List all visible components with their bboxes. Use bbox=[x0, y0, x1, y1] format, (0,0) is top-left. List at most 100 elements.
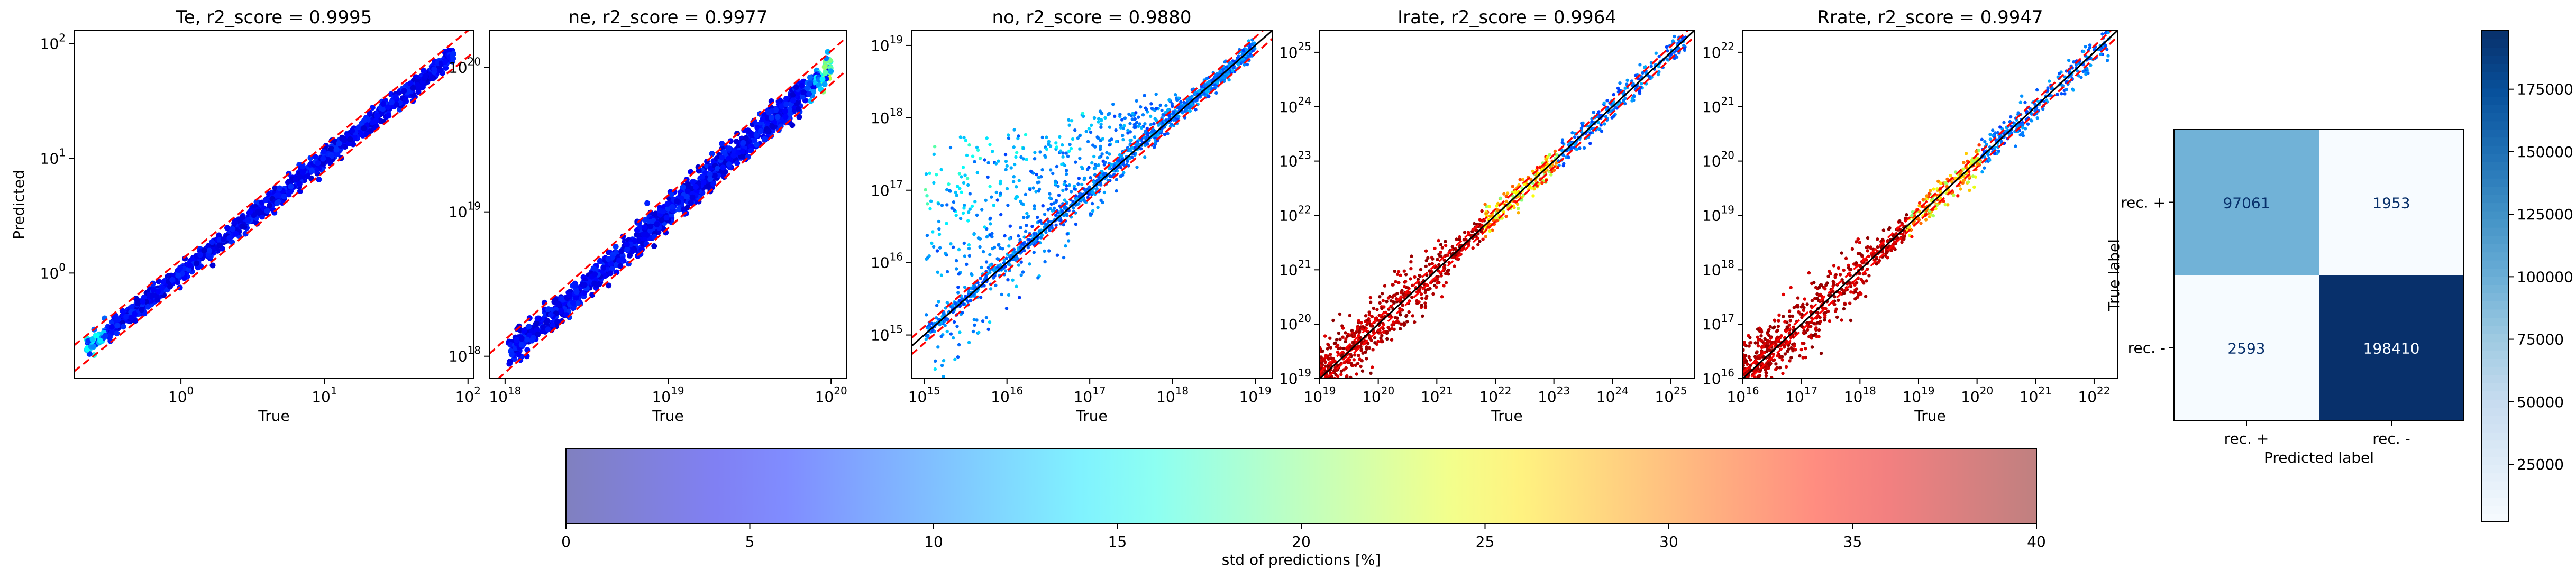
data-point bbox=[967, 243, 971, 246]
data-point bbox=[1333, 366, 1337, 369]
x-tick-label: 1017 bbox=[1074, 384, 1106, 406]
data-point bbox=[1099, 126, 1102, 129]
data-point bbox=[316, 177, 322, 182]
data-point bbox=[1135, 99, 1138, 103]
data-point bbox=[1097, 120, 1100, 123]
data-point bbox=[991, 150, 994, 153]
y-tick-label: 1019 bbox=[1279, 366, 1311, 388]
tick-base: 10 bbox=[1279, 207, 1298, 224]
data-point bbox=[705, 184, 710, 190]
x-axis-label: True bbox=[652, 407, 683, 425]
data-point bbox=[973, 200, 976, 203]
x-tick-label: 1020 bbox=[1362, 384, 1394, 406]
data-point bbox=[1089, 212, 1092, 215]
data-point bbox=[1481, 238, 1484, 241]
data-point bbox=[1055, 199, 1058, 202]
data-point bbox=[973, 160, 976, 163]
data-point bbox=[1400, 291, 1403, 294]
data-point bbox=[1109, 174, 1112, 178]
data-point bbox=[1015, 151, 1018, 154]
data-point bbox=[558, 296, 564, 301]
data-point bbox=[1396, 273, 1399, 276]
panel-title: no, r2_score = 0.9880 bbox=[992, 7, 1191, 28]
tick-exponent: 0 bbox=[187, 384, 194, 397]
data-point bbox=[928, 254, 931, 258]
data-point bbox=[1028, 188, 1031, 191]
data-point bbox=[1146, 132, 1149, 135]
data-point bbox=[806, 91, 812, 97]
data-point bbox=[1413, 275, 1416, 279]
data-point bbox=[670, 204, 675, 210]
tick-exponent: 20 bbox=[1298, 312, 1311, 325]
data-point bbox=[1070, 190, 1073, 193]
data-point bbox=[1650, 65, 1653, 68]
data-point bbox=[245, 217, 251, 223]
data-point bbox=[1329, 346, 1332, 350]
data-point bbox=[545, 326, 551, 332]
data-point bbox=[1321, 379, 1324, 382]
data-point bbox=[1149, 115, 1152, 118]
data-point bbox=[1561, 141, 1564, 144]
data-point bbox=[1440, 295, 1444, 298]
data-point bbox=[1420, 304, 1423, 307]
data-point bbox=[1631, 97, 1634, 100]
tick-exponent: 0 bbox=[59, 261, 66, 273]
data-point bbox=[1378, 295, 1381, 298]
data-point bbox=[1366, 321, 1369, 325]
tick-base: 10 bbox=[40, 35, 59, 53]
data-point bbox=[1338, 338, 1341, 341]
data-point bbox=[1033, 204, 1036, 207]
data-point bbox=[1321, 350, 1324, 353]
data-point bbox=[1130, 155, 1134, 159]
tick-base: 10 bbox=[908, 388, 927, 406]
data-point bbox=[994, 284, 997, 287]
data-point bbox=[1133, 135, 1136, 139]
data-point bbox=[1349, 362, 1353, 365]
data-point bbox=[1382, 330, 1385, 334]
data-point bbox=[1025, 158, 1028, 161]
data-point bbox=[1548, 153, 1551, 156]
data-point bbox=[939, 168, 943, 171]
data-point bbox=[1484, 235, 1487, 238]
data-point bbox=[1157, 133, 1160, 136]
data-point bbox=[1373, 341, 1376, 344]
data-point bbox=[1175, 98, 1179, 102]
data-point bbox=[1545, 179, 1548, 182]
data-point bbox=[608, 270, 614, 276]
data-point bbox=[978, 245, 981, 249]
tick-base: 10 bbox=[1421, 388, 1440, 406]
data-point bbox=[1404, 280, 1407, 283]
x-tick-label: 1019 bbox=[1239, 384, 1272, 406]
data-point bbox=[1531, 194, 1534, 197]
data-point bbox=[1555, 161, 1558, 164]
data-point bbox=[1006, 187, 1009, 190]
data-point bbox=[1393, 270, 1396, 273]
data-point bbox=[1083, 199, 1086, 203]
data-point bbox=[1179, 100, 1182, 103]
data-point bbox=[1150, 130, 1153, 133]
data-point bbox=[1136, 142, 1139, 145]
data-point bbox=[965, 154, 969, 157]
data-point bbox=[976, 149, 980, 152]
data-point bbox=[401, 88, 407, 94]
data-point bbox=[990, 235, 993, 238]
data-point bbox=[782, 108, 788, 114]
data-point bbox=[1081, 112, 1084, 115]
tick-base: 10 bbox=[455, 388, 474, 406]
data-point bbox=[529, 338, 535, 344]
data-point bbox=[1441, 246, 1444, 249]
data-point bbox=[1017, 263, 1020, 266]
data-point bbox=[1336, 375, 1339, 378]
data-point bbox=[140, 299, 145, 305]
data-point bbox=[1159, 104, 1162, 107]
x-tick-label: 1021 bbox=[1421, 384, 1453, 406]
data-point bbox=[1444, 244, 1447, 247]
data-point bbox=[1076, 182, 1080, 186]
data-point bbox=[1426, 288, 1429, 291]
data-point bbox=[793, 84, 799, 90]
y-tick-label: 1021 bbox=[1279, 258, 1311, 279]
data-point bbox=[1078, 157, 1081, 160]
data-point bbox=[1390, 299, 1393, 302]
data-point bbox=[823, 70, 828, 76]
